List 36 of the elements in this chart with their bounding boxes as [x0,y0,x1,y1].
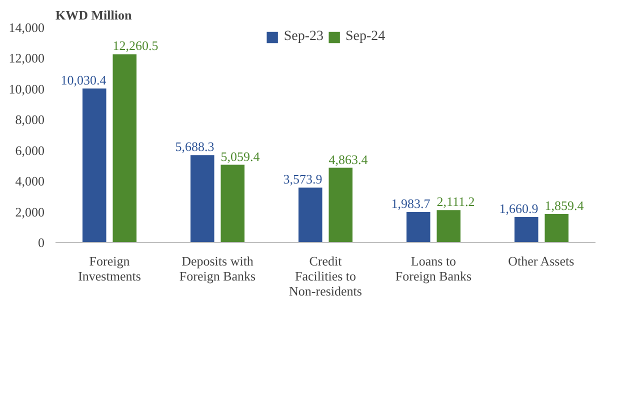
y-tick-label: 14,000 [8,20,44,35]
bar [112,54,136,242]
data-label: 1,660.9 [499,200,538,216]
data-label: 12,260.5 [112,38,158,54]
data-label: 1,859.4 [544,198,584,213]
bar [544,214,568,242]
bar [328,168,352,242]
bar [220,164,244,242]
data-label: 10,030.4 [60,72,107,88]
bar [406,212,430,242]
y-tick-label: 4,000 [15,174,44,189]
data-label: 5,059.4 [220,148,260,164]
y-tick-label: 8,000 [15,112,44,128]
legend-label: Sep-24 [346,29,386,45]
y-tick-label: 12,000 [8,50,44,66]
bar [190,155,214,242]
x-tick-label: Foreign Investments [78,254,141,284]
data-label: 4,863.4 [328,152,368,167]
y-tick-label: 2,000 [15,204,44,220]
y-tick-label: 6,000 [15,142,44,158]
x-tick-label: Loans to Foreign Banks [395,254,472,284]
data-label: 2,111.2 [436,194,475,210]
x-tick-label: Credit Facilities to Non-residents [289,254,362,298]
bar [298,188,322,242]
y-axis-title: KWD Million [56,8,132,22]
y-tick-label: 0 [38,235,44,250]
y-tick-label: 10,000 [8,81,44,96]
bar [436,210,460,242]
data-label: 3,573.9 [283,172,322,187]
x-tick-label: Deposits with Foreign Banks [179,254,256,284]
x-tick-label: Other Assets [508,254,574,268]
bar [82,88,106,242]
legend-label: Sep-23 [284,29,324,45]
data-label: 5,688.3 [175,139,214,154]
data-label: 1,983.7 [391,196,431,212]
bar [514,216,538,242]
